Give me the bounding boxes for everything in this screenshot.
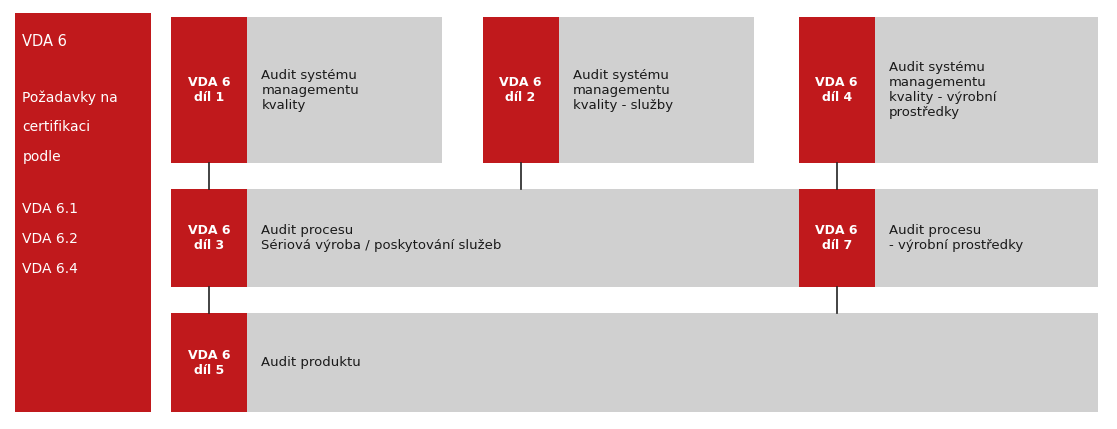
Text: VDA 6
díl 7: VDA 6 díl 7 [815,224,858,252]
Bar [799,189,875,287]
Text: VDA 6.1: VDA 6.1 [22,202,78,216]
Text: VDA 6
díl 3: VDA 6 díl 3 [188,224,230,252]
Bar [247,17,442,163]
Text: certifikaci: certifikaci [22,120,90,134]
Text: Audit procesu
Sériová výroba / poskytování služeb: Audit procesu Sériová výroba / poskytová… [261,224,502,252]
Bar [15,13,151,412]
Bar [558,17,754,163]
Bar [875,17,1098,163]
Text: Audit systému
managementu
kvality: Audit systému managementu kvality [261,69,360,112]
Bar [247,313,1098,412]
Text: Audit produktu: Audit produktu [261,356,361,369]
Text: Požadavky na: Požadavky na [22,90,118,105]
Text: Audit procesu
- výrobní prostředky: Audit procesu - výrobní prostředky [889,224,1023,252]
Text: podle: podle [22,150,61,164]
Text: VDA 6
díl 4: VDA 6 díl 4 [815,76,858,104]
Bar [875,189,1098,287]
Text: VDA 6.2: VDA 6.2 [22,232,78,246]
Text: VDA 6: VDA 6 [22,34,67,49]
Bar [171,189,247,287]
Text: Audit systému
managementu
kvality - výrobní
prostředky: Audit systému managementu kvality - výro… [889,61,996,119]
Bar [171,313,247,412]
Text: VDA 6.4: VDA 6.4 [22,262,78,276]
Bar [483,17,558,163]
Text: VDA 6
díl 1: VDA 6 díl 1 [188,76,230,104]
Bar [247,189,875,287]
Bar [171,17,247,163]
Text: Audit systému
managementu
kvality - služby: Audit systému managementu kvality - služ… [573,69,674,112]
Bar [799,17,875,163]
Text: VDA 6
díl 2: VDA 6 díl 2 [499,76,542,104]
Text: VDA 6
díl 5: VDA 6 díl 5 [188,348,230,377]
